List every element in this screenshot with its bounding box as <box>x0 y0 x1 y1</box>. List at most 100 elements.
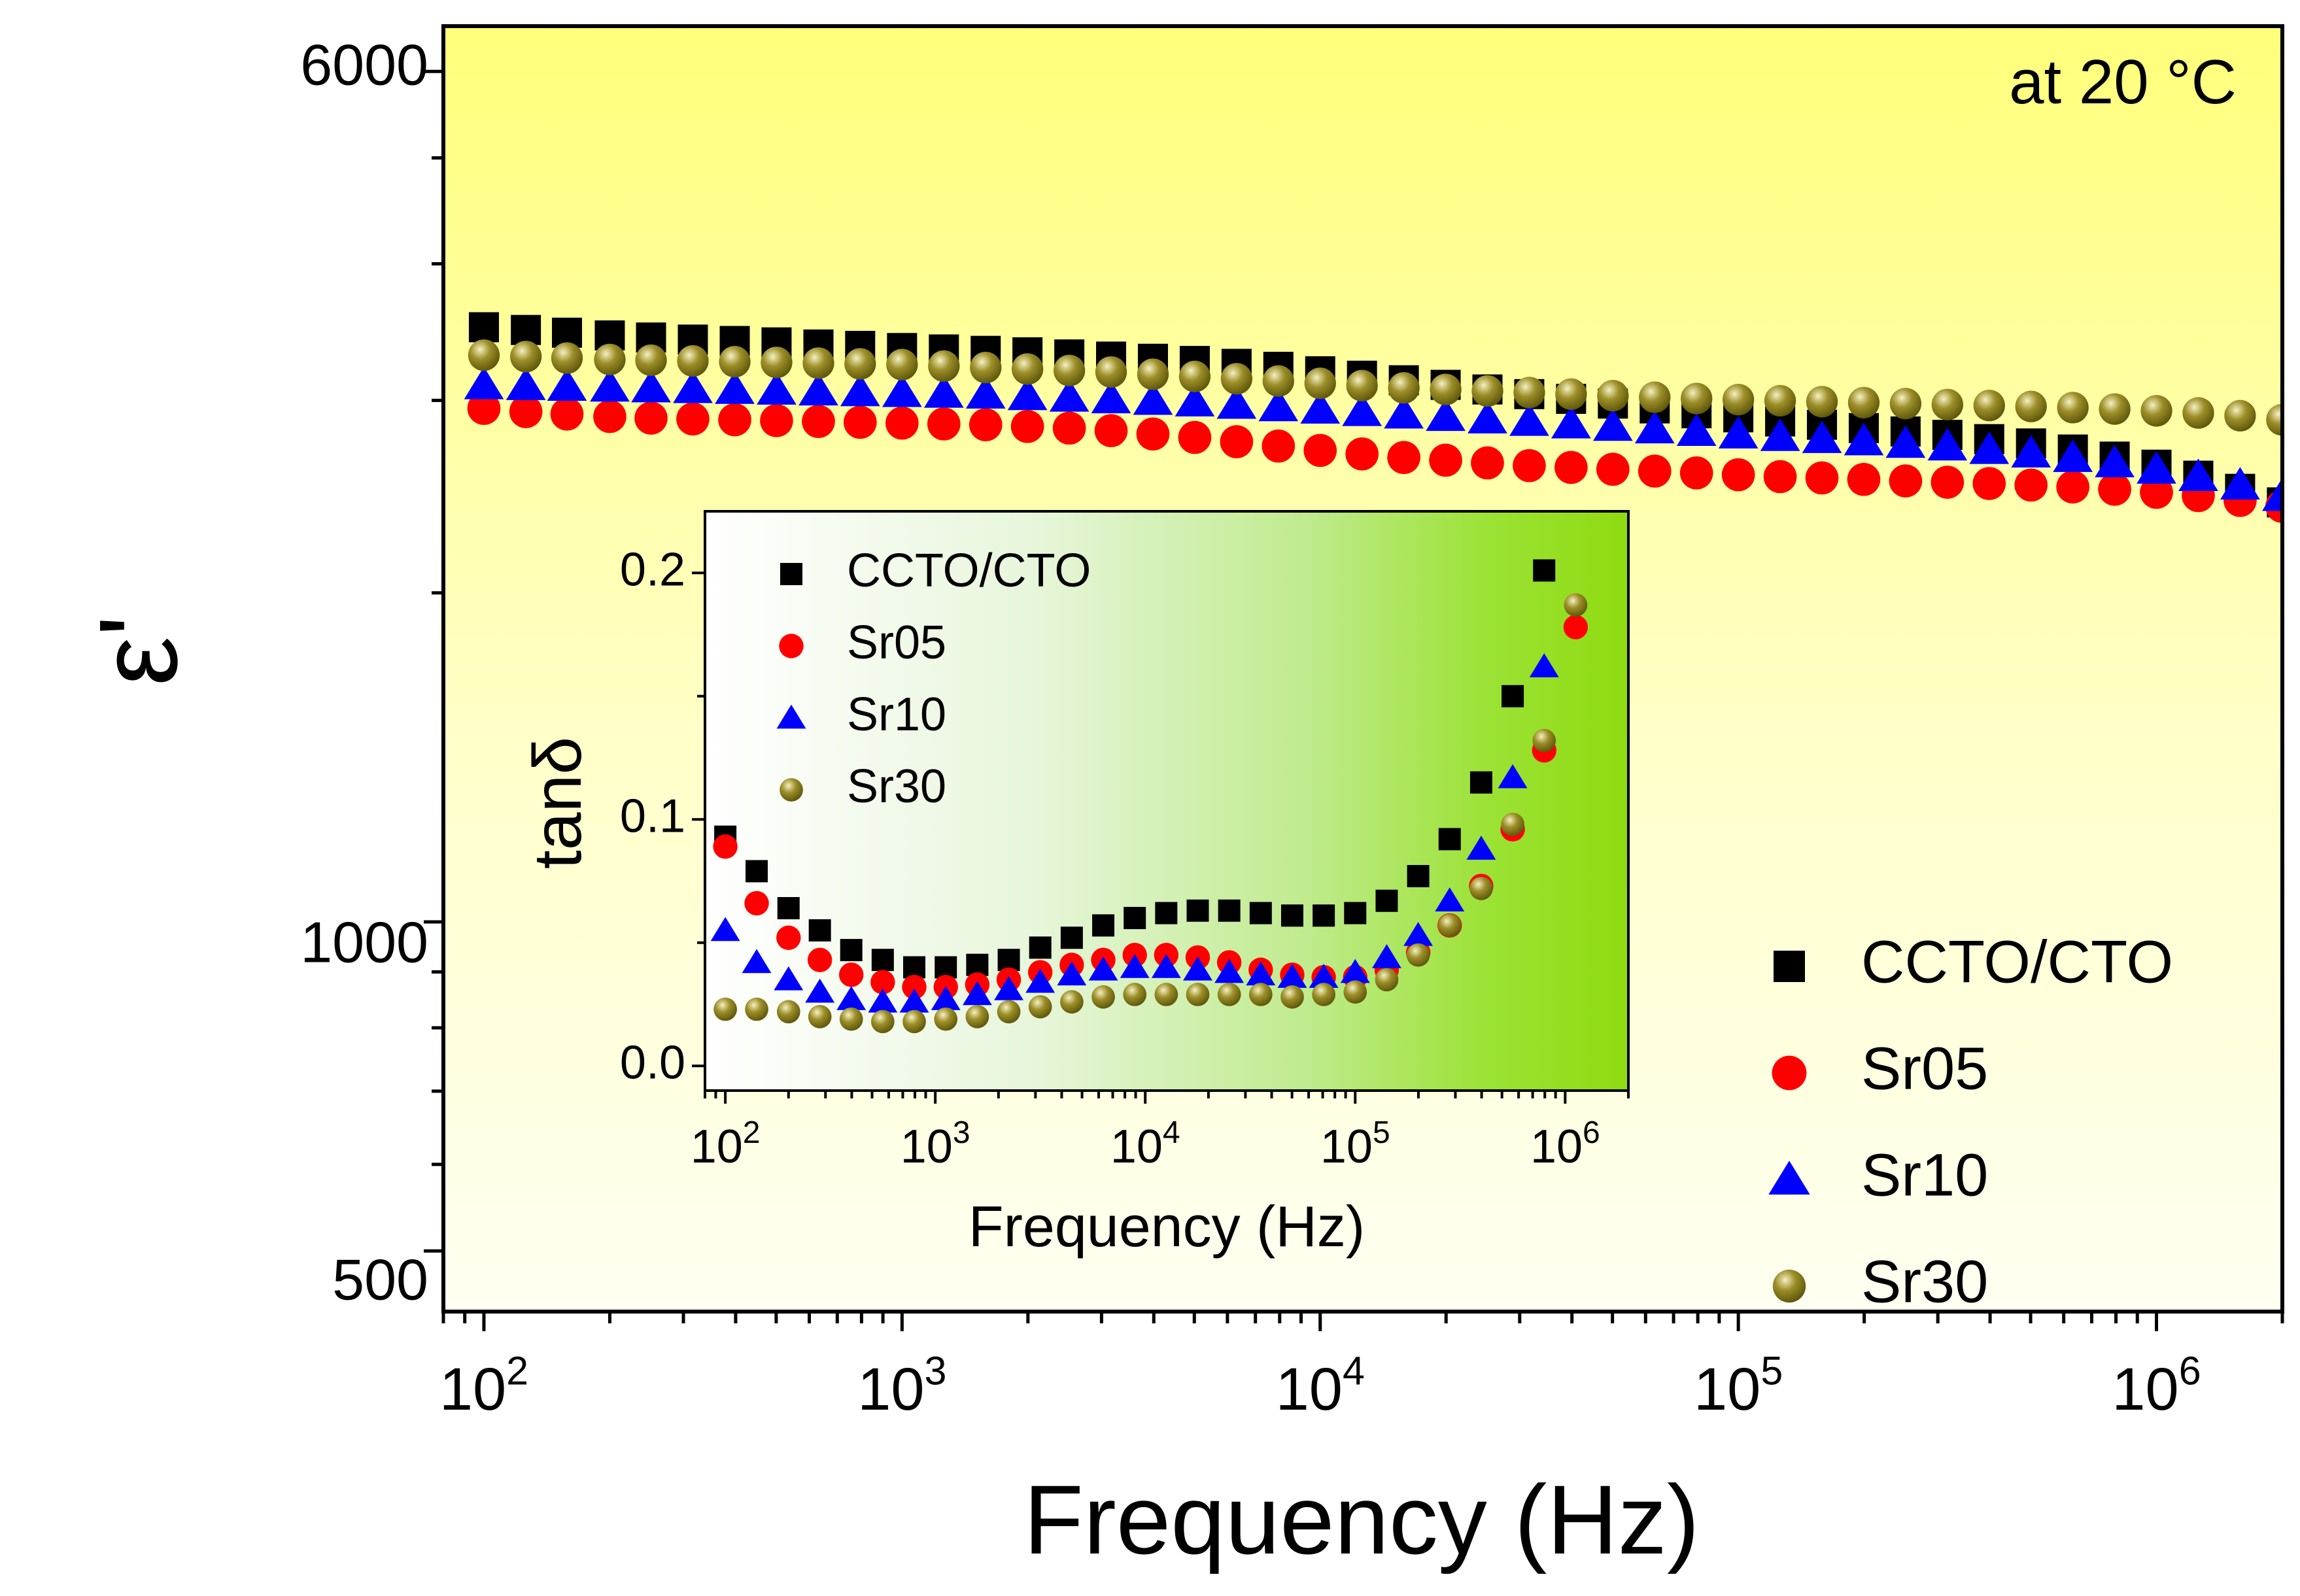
data-point <box>1388 372 1420 404</box>
x-tick-label: 102 <box>439 1348 528 1423</box>
data-point <box>1154 983 1178 1006</box>
data-point <box>836 986 867 1010</box>
data-point <box>1468 401 1507 433</box>
data-point <box>902 974 927 1000</box>
data-point <box>1262 429 1296 463</box>
data-point <box>928 350 960 382</box>
data-point <box>923 375 964 408</box>
data-point <box>1049 379 1090 412</box>
data-point <box>903 956 926 979</box>
data-point <box>1634 411 1675 444</box>
data-point <box>1375 889 1398 912</box>
data-point <box>807 947 832 972</box>
data-point <box>1387 441 1420 475</box>
data-point <box>1438 828 1461 851</box>
data-point <box>2099 393 2131 425</box>
data-point <box>839 1007 863 1031</box>
data-point <box>2014 468 2048 502</box>
data-point <box>802 405 835 438</box>
data-point <box>2178 458 2218 492</box>
legend-marker <box>776 704 806 729</box>
data-point <box>2137 451 2176 484</box>
data-point <box>1437 913 1462 938</box>
data-point <box>593 399 626 433</box>
data-point <box>1258 388 1299 422</box>
legend-marker <box>1772 1055 1807 1091</box>
data-point <box>886 348 918 381</box>
data-point <box>1718 416 1759 449</box>
data-point <box>994 976 1024 1000</box>
x-tick-label: 105 <box>1320 1115 1390 1173</box>
data-point <box>1802 420 1842 453</box>
data-point <box>1092 914 1115 937</box>
data-point <box>774 966 804 991</box>
data-point <box>1889 464 1923 498</box>
series-sr10 <box>710 653 1559 1013</box>
data-point <box>1466 836 1496 860</box>
data-point <box>1300 391 1341 424</box>
series-sr30 <box>468 339 2282 436</box>
data-point <box>2266 403 2282 436</box>
data-point <box>631 369 671 403</box>
data-point <box>1178 360 1211 392</box>
data-point <box>777 897 800 920</box>
data-point <box>805 978 835 1003</box>
data-point <box>1969 431 2010 464</box>
data-point <box>1214 959 1244 983</box>
legend-label: Sr05 <box>847 617 946 669</box>
data-point <box>1344 902 1367 925</box>
data-point <box>673 370 713 403</box>
data-point <box>927 407 961 441</box>
data-point <box>1679 456 1713 490</box>
data-point <box>868 988 898 1013</box>
data-point <box>1136 417 1170 451</box>
main-legend: CCTO/CTO Sr05 Sr10 Sr30 <box>1768 928 2173 1315</box>
series-ccto-cto <box>714 559 1556 979</box>
main-y-tick-label: 500 <box>332 1247 428 1312</box>
data-point <box>1435 887 1465 912</box>
data-point <box>1218 899 1241 922</box>
data-point <box>1469 876 1493 900</box>
data-point <box>1094 414 1128 447</box>
legend-label: Sr10 <box>1861 1142 1988 1208</box>
series-sr10 <box>464 367 2282 511</box>
data-point <box>757 372 797 405</box>
data-point <box>899 988 929 1013</box>
data-point <box>969 408 1003 441</box>
data-point <box>1592 408 1633 441</box>
data-point <box>1844 422 1884 456</box>
data-point <box>1554 450 1588 484</box>
data-point <box>2056 470 2089 504</box>
data-point <box>1498 764 1528 789</box>
data-point <box>551 342 583 374</box>
data-point <box>1011 353 1044 385</box>
data-point <box>1246 961 1276 986</box>
legend-marker <box>780 778 803 802</box>
data-point <box>1639 381 1671 413</box>
temperature-annotation: at 20 °C <box>2009 47 2237 117</box>
data-point <box>1763 460 1797 494</box>
data-point <box>2015 390 2047 422</box>
data-point <box>594 343 626 375</box>
data-point <box>1372 944 1401 968</box>
data-point <box>1029 936 1052 959</box>
data-point <box>635 344 667 377</box>
data-point <box>1053 354 1086 386</box>
data-point <box>776 925 801 950</box>
data-point <box>1927 428 1968 461</box>
data-point <box>1375 968 1399 992</box>
data-point <box>1931 466 1965 499</box>
data-point <box>468 312 499 343</box>
legend-label: Sr30 <box>1861 1248 1988 1315</box>
data-point <box>1277 964 1307 988</box>
inset-x-axis-title: Frequency (Hz) <box>969 1194 1365 1259</box>
data-point <box>808 1005 832 1028</box>
data-point <box>719 346 751 378</box>
data-point <box>870 1010 895 1034</box>
data-point <box>870 970 895 994</box>
data-point <box>1722 384 1755 416</box>
data-point <box>1155 902 1178 925</box>
data-point <box>1025 968 1056 993</box>
data-point <box>1133 382 1173 415</box>
x-tick-label: 104 <box>1110 1115 1180 1173</box>
